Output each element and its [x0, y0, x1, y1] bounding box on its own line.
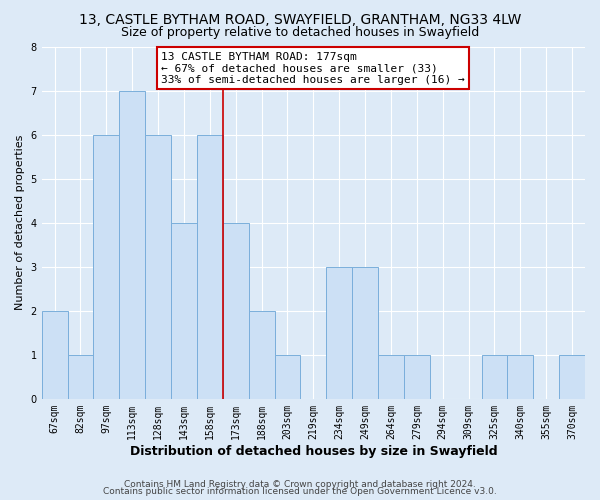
Y-axis label: Number of detached properties: Number of detached properties [15, 135, 25, 310]
Bar [378, 355, 404, 399]
Text: Contains HM Land Registry data © Crown copyright and database right 2024.: Contains HM Land Registry data © Crown c… [124, 480, 476, 489]
Bar [119, 90, 145, 399]
Text: 13 CASTLE BYTHAM ROAD: 177sqm
← 67% of detached houses are smaller (33)
33% of s: 13 CASTLE BYTHAM ROAD: 177sqm ← 67% of d… [161, 52, 465, 85]
Bar [41, 310, 68, 399]
Bar [275, 355, 301, 399]
Text: Size of property relative to detached houses in Swayfield: Size of property relative to detached ho… [121, 26, 479, 39]
Bar [223, 222, 248, 399]
Bar [482, 355, 508, 399]
Bar [559, 355, 585, 399]
Bar [171, 222, 197, 399]
Text: 13, CASTLE BYTHAM ROAD, SWAYFIELD, GRANTHAM, NG33 4LW: 13, CASTLE BYTHAM ROAD, SWAYFIELD, GRANT… [79, 12, 521, 26]
Bar [326, 266, 352, 399]
Bar [145, 134, 171, 399]
Bar [94, 134, 119, 399]
Bar [352, 266, 378, 399]
Bar [404, 355, 430, 399]
Bar [68, 355, 94, 399]
Bar [248, 310, 275, 399]
Bar [197, 134, 223, 399]
Bar [508, 355, 533, 399]
X-axis label: Distribution of detached houses by size in Swayfield: Distribution of detached houses by size … [130, 444, 497, 458]
Text: Contains public sector information licensed under the Open Government Licence v3: Contains public sector information licen… [103, 488, 497, 496]
